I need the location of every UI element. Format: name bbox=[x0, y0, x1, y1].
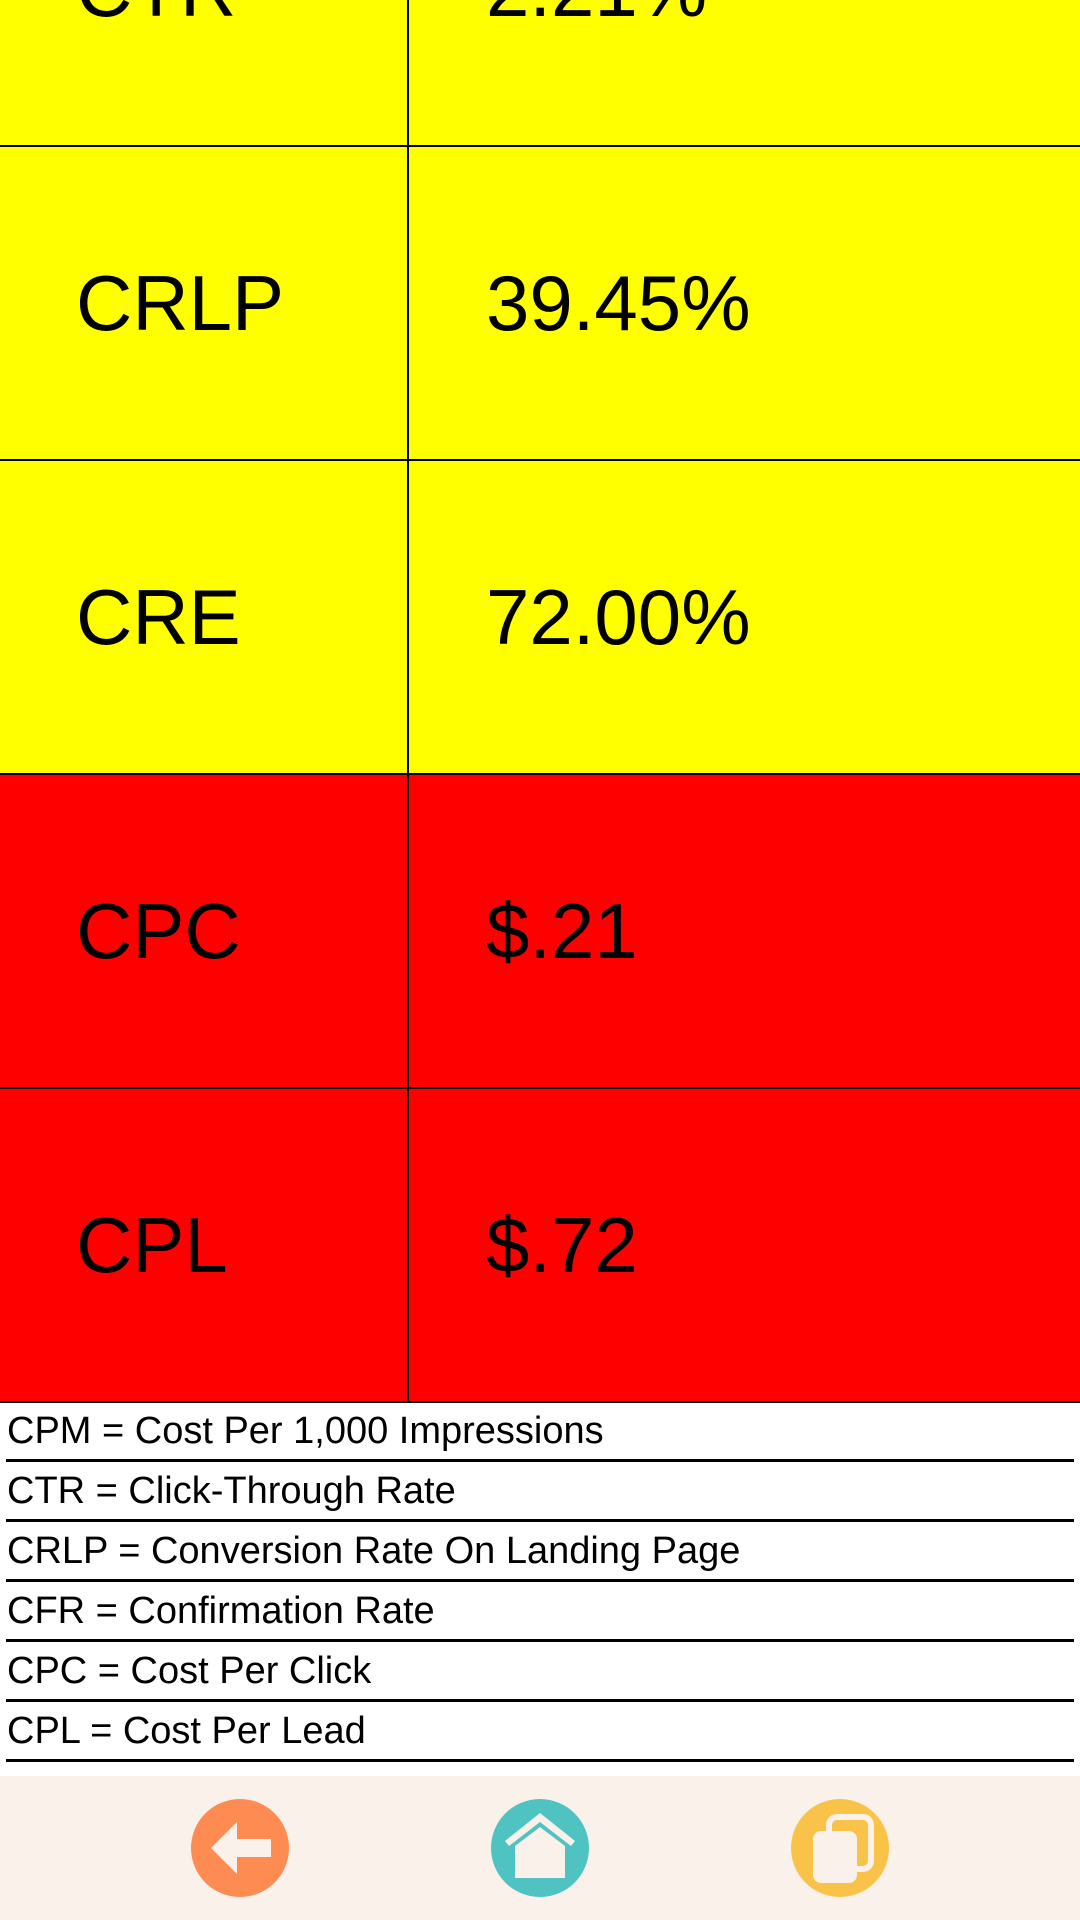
metric-value: $.72 bbox=[486, 1200, 638, 1289]
metric-label: CRE bbox=[0, 461, 409, 773]
legend-item: CPM = Cost Per 1,000 Impressions bbox=[6, 1402, 1074, 1462]
home-icon bbox=[505, 1813, 575, 1878]
table-row-ctr: CTR 2.21% bbox=[0, 0, 1080, 147]
legend-item: CPC = Cost Per Click bbox=[6, 1642, 1074, 1702]
legend-item: CRLP = Conversion Rate On Landing Page bbox=[6, 1522, 1074, 1582]
metric-label: CTR bbox=[0, 0, 409, 145]
table-row-cpc: CPC $.21 bbox=[0, 775, 1080, 1089]
copy-button[interactable] bbox=[791, 1799, 889, 1897]
table-row-cpl: CPL $.72 bbox=[0, 1089, 1080, 1403]
table-row-crlp: CRLP 39.45% bbox=[0, 147, 1080, 461]
back-button[interactable] bbox=[191, 1799, 289, 1897]
legend-item: CFR = Confirmation Rate bbox=[6, 1582, 1074, 1642]
abbreviation-legend: CPM = Cost Per 1,000 Impressions CTR = C… bbox=[0, 1402, 1080, 1762]
metric-value: 2.21% bbox=[409, 0, 1080, 145]
metric-value: 39.45% bbox=[486, 258, 751, 347]
metric-label: CPC bbox=[0, 775, 409, 1087]
bottom-navigation bbox=[0, 1776, 1080, 1920]
metric-value: $.21 bbox=[486, 886, 638, 975]
legend-item: CTR = Click-Through Rate bbox=[6, 1462, 1074, 1522]
back-arrow-icon bbox=[211, 1822, 271, 1874]
legend-item: CPL = Cost Per Lead bbox=[6, 1702, 1074, 1762]
metric-label: CPL bbox=[0, 1089, 409, 1401]
table-row-cre: CRE 72.00% bbox=[0, 461, 1080, 775]
metric-label: CRLP bbox=[0, 147, 409, 459]
home-button[interactable] bbox=[491, 1799, 589, 1897]
metric-value: 72.00% bbox=[486, 572, 751, 661]
copy-icon bbox=[813, 1814, 874, 1883]
